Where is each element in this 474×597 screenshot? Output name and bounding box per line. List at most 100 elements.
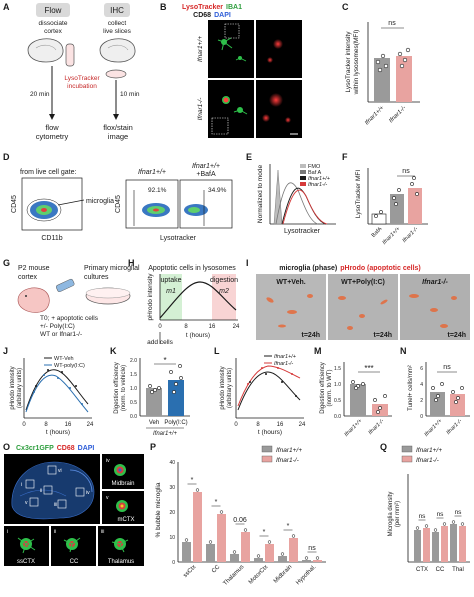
panel-label-i: I bbox=[246, 258, 249, 268]
panel-label-m: M bbox=[314, 346, 322, 356]
panel-p: P Ifnar1+/+ Ifnar1-/- % bubble microglia… bbox=[150, 442, 326, 587]
svg-text:1.0: 1.0 bbox=[130, 386, 137, 392]
d-xlabel-lyso: Lysotracker bbox=[160, 235, 197, 242]
b-row-label-ko: Ifnar1-/- bbox=[197, 97, 204, 121]
b-header-top: LysoTracker IBA1 bbox=[182, 4, 242, 11]
svg-text:Ifnar1+/+: Ifnar1+/+ bbox=[308, 176, 331, 182]
svg-text:40: 40 bbox=[169, 460, 175, 466]
e-ylabel: Normalized to mode bbox=[257, 165, 264, 224]
sig-midbrain: * bbox=[287, 523, 290, 530]
k-xlabel-veh: Veh bbox=[149, 420, 159, 426]
c-bar-ko bbox=[396, 56, 412, 102]
h-ylabel: pHrodo intensity bbox=[147, 273, 154, 321]
d-col2-sub: +BafA bbox=[196, 171, 216, 178]
l-tick-24: 24 bbox=[299, 422, 306, 428]
d-ylabel-cd45-2: CD45 bbox=[115, 195, 122, 213]
panel-label-p: P bbox=[150, 442, 156, 452]
l-curve-ko bbox=[237, 365, 301, 407]
svg-text:Ifnar1+/+: Ifnar1+/+ bbox=[274, 354, 297, 360]
e-curve-fmo bbox=[273, 169, 283, 225]
b-image-ko-merge bbox=[208, 80, 254, 138]
i-col1-label: WT+Veh. bbox=[276, 279, 305, 286]
p-yticks: 0 10 20 30 40 bbox=[169, 460, 175, 566]
bar-thalamus-ko bbox=[241, 532, 250, 562]
panel-label-g: G bbox=[3, 258, 10, 268]
dissociate-label: dissociate cortex bbox=[39, 20, 68, 35]
svg-text:2.0: 2.0 bbox=[130, 358, 137, 364]
o-roi-v: v bbox=[25, 500, 28, 506]
panel-label-l: L bbox=[214, 346, 220, 356]
svg-text:2: 2 bbox=[420, 398, 423, 404]
panel-label-a: A bbox=[3, 2, 10, 12]
b-image-wt-lyso bbox=[256, 20, 302, 78]
d-ylabel-cd45: CD45 bbox=[11, 195, 18, 213]
panel-label-f: F bbox=[342, 152, 348, 162]
mouse-pup-icon bbox=[17, 287, 50, 313]
svg-text:1.0: 1.0 bbox=[334, 382, 341, 388]
i-col2-label: WT+Poly(I:C) bbox=[341, 279, 385, 286]
incubation-label: LysoTracker incubation bbox=[64, 75, 100, 90]
bar-thalamus-wt bbox=[230, 554, 239, 562]
d-microglia-label: microglia bbox=[86, 198, 114, 205]
q-significance: ns ns ns bbox=[418, 509, 462, 521]
sig-hypothal: ns bbox=[308, 545, 316, 552]
svg-text:Baf A: Baf A bbox=[308, 170, 321, 176]
bar-ssctx-wt bbox=[182, 542, 191, 562]
panel-label-b: B bbox=[160, 2, 167, 12]
o-inset-i-label: i bbox=[7, 529, 8, 535]
n-yticks: 0 2 4 6 bbox=[420, 366, 423, 420]
m-xlabel-wt: Ifnar1+/+ bbox=[344, 418, 364, 438]
p-bars bbox=[182, 488, 322, 562]
n-ylabel: Tunel+ cells/mm² bbox=[408, 365, 414, 411]
panel-label-d: D bbox=[3, 152, 10, 162]
j-tick-24: 24 bbox=[87, 422, 94, 428]
e-curve-bafa bbox=[275, 182, 319, 225]
f-xlabel-wt: Ifnar1+/+ bbox=[382, 226, 402, 246]
f-xlabel-bafa: BafA bbox=[371, 226, 384, 239]
collect-label: collect live slices bbox=[103, 20, 132, 35]
xlabel-hypothal: Hypothal. bbox=[295, 564, 317, 586]
d-plot-bafa bbox=[179, 179, 233, 229]
panel-m: M Digestion efficiency(norm. to WT) 0.0 … bbox=[314, 346, 392, 438]
o-roi-vi: vi bbox=[58, 468, 62, 474]
p-ylabel: % bubble microglia bbox=[155, 482, 162, 537]
xlabel-midbrain: Midbrain bbox=[273, 564, 294, 585]
svg-text:Ifnar1-/-: Ifnar1-/- bbox=[416, 457, 440, 464]
ihc-badge-label: IHC bbox=[110, 6, 124, 15]
k-bar-polyic bbox=[168, 380, 184, 416]
bar-cc-ko bbox=[441, 526, 448, 562]
e-legend: FMO Baf A Ifnar1+/+ Ifnar1-/- bbox=[300, 164, 331, 188]
j-tick-16: 16 bbox=[65, 422, 72, 428]
h-tick-16: 16 bbox=[209, 324, 216, 330]
dish-icon bbox=[105, 69, 127, 79]
e-xlabel: Lysotracker bbox=[284, 228, 321, 235]
svg-text:FMO: FMO bbox=[308, 164, 321, 170]
b-row-label-wt: Ifnar1+/+ bbox=[197, 36, 204, 62]
m-stars: *** bbox=[364, 364, 373, 373]
j-tick-8: 8 bbox=[44, 422, 48, 428]
k-genotype: Ifnar1+/+ bbox=[153, 431, 178, 437]
l-tick-16: 16 bbox=[277, 422, 284, 428]
j-xlabel: t (hours) bbox=[46, 429, 70, 436]
svg-text:4: 4 bbox=[420, 382, 423, 388]
h-model-curve bbox=[159, 281, 237, 319]
n-xlabel-wt: Ifnar1+/+ bbox=[424, 418, 444, 438]
svg-text:0.5: 0.5 bbox=[334, 398, 341, 404]
bar-hypothal-ko bbox=[313, 560, 322, 562]
panel-label-k: K bbox=[110, 346, 117, 356]
d-gate-label: from live cell gate: bbox=[20, 169, 76, 176]
o-inset-ii-label: ii bbox=[54, 529, 56, 535]
i-title: microglia (phase) pHrodo (apoptotic cells… bbox=[279, 265, 420, 272]
svg-text:1.5: 1.5 bbox=[334, 366, 341, 372]
xlabel-motorctx: MotorCtx bbox=[248, 564, 269, 585]
p-legend: Ifnar1+/+ Ifnar1-/- bbox=[261, 445, 302, 464]
panel-label-c: C bbox=[342, 2, 349, 12]
o-roi-iii: iii bbox=[54, 502, 57, 508]
flow-badge bbox=[36, 3, 70, 17]
h-title: Apoptotic cells in lysosomes bbox=[148, 265, 236, 272]
panel-o: O Cx3cr1GFP CD68 DAPI i ii iii iv v vi iv … bbox=[3, 442, 144, 566]
h-tick-8: 8 bbox=[184, 324, 188, 330]
n-bar-ko bbox=[450, 394, 465, 416]
c-xlabel-wt: Ifnar1+/+ bbox=[364, 105, 386, 127]
bar-motorctx-ko bbox=[265, 544, 274, 562]
